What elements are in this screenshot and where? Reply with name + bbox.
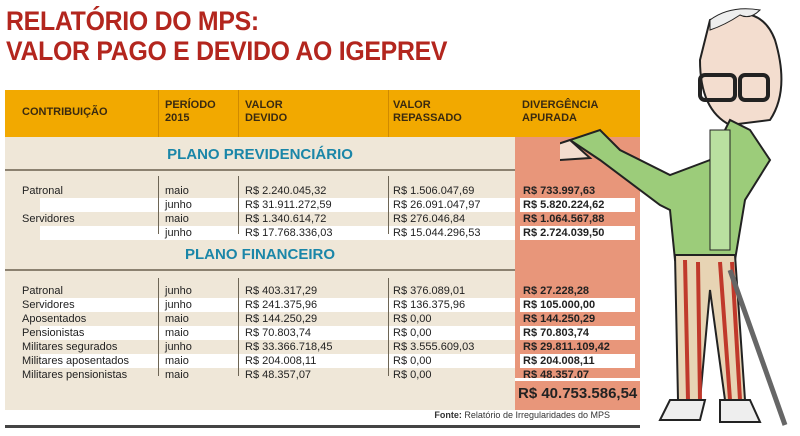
source-note: Fonte: Relatório de Irregularidades do M…: [434, 410, 610, 421]
col-contribuicao: CONTRIBUIÇÃO: [22, 106, 108, 118]
cell-valor-devido: R$ 2.240.045,32: [245, 185, 327, 197]
section-divider: [5, 169, 515, 171]
cell-valor-repassado: R$ 15.044.296,53: [393, 227, 481, 239]
cell-valor-devido: R$ 144.250,29: [245, 313, 318, 325]
title-line-2: VALOR PAGO E DEVIDO AO IGEPREV: [6, 36, 448, 66]
col-periodo: PERÍODO 2015: [165, 99, 216, 124]
source-label: Fonte:: [434, 410, 462, 420]
data-table: CONTRIBUIÇÃO PERÍODO 2015 VALOR DEVIDO V…: [5, 90, 640, 410]
cell-divergencia: R$ 105.000,00: [520, 298, 635, 312]
cell-contribuicao: Militares segurados: [22, 341, 118, 353]
cell-divergencia: R$ 733.997,63: [523, 185, 596, 197]
cell-valor-devido: R$ 241.375,96: [245, 299, 318, 311]
cell-periodo: junho: [165, 341, 192, 353]
page-title: RELATÓRIO DO MPS: VALOR PAGO E DEVIDO AO…: [6, 6, 447, 66]
cell-divergencia: R$ 204.008,11: [520, 354, 635, 368]
cell-valor-repassado: R$ 26.091.047,97: [393, 199, 481, 211]
table-row: Aposentados maio R$ 144.250,29 R$ 0,00 R$ 14…: [5, 312, 640, 326]
column-divider: [238, 278, 239, 376]
cell-divergencia: R$ 2.724.039,50: [520, 226, 635, 240]
cell-periodo: maio: [165, 185, 189, 197]
cell-valor-repassado: R$ 0,00: [393, 327, 432, 339]
total-value: R$ 40.753.586,54: [515, 378, 640, 403]
table-row: Patronal maio R$ 2.240.045,32 R$ 1.506.047,…: [5, 184, 640, 198]
column-divider: [158, 176, 159, 234]
cell-periodo: junho: [165, 285, 192, 297]
cell-periodo: maio: [165, 355, 189, 367]
cell-valor-repassado: R$ 0,00: [393, 369, 432, 381]
cell-contribuicao: Patronal: [22, 185, 63, 197]
cell-valor-devido: R$ 17.768.336,03: [245, 227, 333, 239]
cell-contribuicao: Servidores: [22, 213, 75, 225]
table-row: Militares aposentados maio R$ 204.008,11 R$…: [5, 354, 640, 368]
table-row: Patronal junho R$ 403.317,29 R$ 376.089,01 R…: [5, 284, 640, 298]
cell-divergencia: R$ 5.820.224,62: [520, 198, 635, 212]
col-valor-devido: VALOR DEVIDO: [245, 99, 288, 124]
cell-periodo: maio: [165, 213, 189, 225]
cell-contribuicao: Militares aposentados: [22, 355, 130, 367]
column-divider: [388, 176, 389, 234]
cell-periodo: maio: [165, 369, 189, 381]
cell-periodo: maio: [165, 313, 189, 325]
cell-valor-repassado: R$ 1.506.047,69: [393, 185, 475, 197]
table-row: Pensionistas maio R$ 70.803,74 R$ 0,00 R$ 70…: [5, 326, 640, 340]
title-line-1: RELATÓRIO DO MPS:: [6, 6, 259, 36]
cell-valor-devido: R$ 204.008,11: [245, 355, 317, 367]
cell-valor-devido: R$ 31.911.272,59: [245, 199, 332, 211]
cell-valor-repassado: R$ 0,00: [393, 313, 432, 325]
section-title: PLANO FINANCEIRO: [185, 246, 335, 263]
cell-periodo: junho: [165, 299, 192, 311]
cell-valor-devido: R$ 403.317,29: [245, 285, 318, 297]
column-divider: [388, 90, 389, 137]
cell-contribuicao: Patronal: [22, 285, 63, 297]
cell-valor-repassado: R$ 276.046,84: [393, 213, 466, 225]
cell-periodo: junho: [165, 199, 192, 211]
table-row: Militares segurados junho R$ 33.366.718,45…: [5, 340, 640, 354]
cell-divergencia: R$ 70.803,74: [520, 326, 635, 340]
table-row: Servidores junho R$ 241.375,96 R$ 136.375,9…: [5, 298, 640, 312]
cell-periodo: maio: [165, 327, 189, 339]
table-row: junho R$ 17.768.336,03 R$ 15.044.296,53 R$ …: [5, 226, 640, 240]
cell-valor-repassado: R$ 376.089,01: [393, 285, 466, 297]
cell-periodo: junho: [165, 227, 192, 239]
column-divider: [388, 278, 389, 376]
cell-valor-repassado: R$ 3.555.609,03: [393, 341, 475, 353]
cell-valor-devido: R$ 48.357,07: [245, 369, 312, 381]
cell-contribuicao: Militares pensionistas: [22, 369, 128, 381]
cell-contribuicao: Aposentados: [22, 313, 87, 325]
source-text: Relatório de Irregularidades do MPS: [464, 410, 610, 420]
cell-valor-repassado: R$ 136.375,96: [393, 299, 466, 311]
cell-divergencia: R$ 1.064.567,88: [523, 213, 605, 225]
section-title: PLANO PREVIDENCIÁRIO: [167, 146, 353, 163]
col-valor-repassado: VALOR REPASSADO: [393, 99, 462, 124]
bottom-rule: [5, 425, 640, 428]
column-divider: [238, 176, 239, 234]
col-divergencia: DIVERGÊNCIA APURADA: [522, 99, 599, 124]
column-divider: [238, 90, 239, 137]
column-divider: [158, 278, 159, 376]
cell-divergencia: R$ 144.250,29: [523, 313, 596, 325]
table-row: junho R$ 31.911.272,59 R$ 26.091.047,97 R$ …: [5, 198, 640, 212]
caricature-illustration: [560, 8, 788, 426]
cell-contribuicao: Servidores: [22, 299, 75, 311]
cell-valor-devido: R$ 1.340.614,72: [245, 213, 327, 225]
table-row: Servidores maio R$ 1.340.614,72 R$ 276.046,…: [5, 212, 640, 226]
cell-contribuicao: Pensionistas: [22, 327, 85, 339]
cell-divergencia: R$ 29.811.109,42: [523, 341, 610, 353]
section-divider: [5, 269, 515, 271]
column-divider: [158, 90, 159, 137]
cell-divergencia: R$ 27.228,28: [523, 285, 590, 297]
cell-valor-repassado: R$ 0,00: [393, 355, 432, 367]
cell-valor-devido: R$ 33.366.718,45: [245, 341, 333, 353]
cell-valor-devido: R$ 70.803,74: [245, 327, 312, 339]
table-header: CONTRIBUIÇÃO PERÍODO 2015 VALOR DEVIDO V…: [5, 90, 640, 137]
